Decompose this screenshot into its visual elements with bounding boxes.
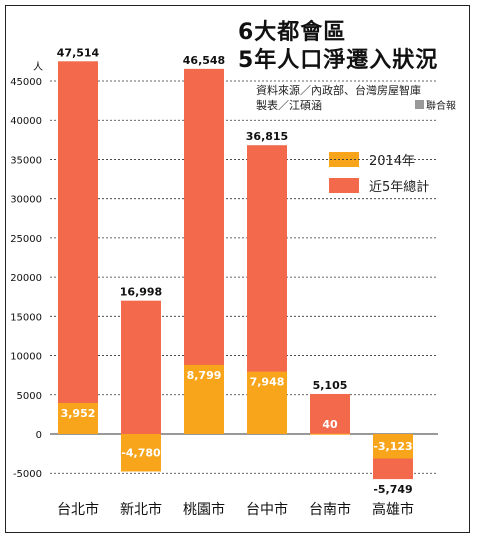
chart-title-line-1: 6大都會區	[238, 20, 347, 45]
legend-item-total: 近5年總計	[329, 176, 429, 195]
publisher-square-icon	[415, 100, 424, 109]
legend-swatch-total	[329, 178, 359, 193]
author-credit: 製表／江碩涵	[256, 99, 322, 112]
source-credit: 資料來源／內政部、台灣房屋智庫	[256, 84, 421, 97]
legend-item-2014: 2014年	[329, 150, 415, 169]
legend-label-total: 近5年總計	[369, 180, 430, 195]
legend-label-2014: 2014年	[369, 154, 416, 169]
legend-swatch-2014	[329, 152, 359, 167]
publisher-credit: 聯合報	[415, 97, 456, 112]
chart-title-line-2: 5年人口淨遷入狀況	[238, 48, 439, 73]
publisher-name: 聯合報	[426, 101, 456, 112]
